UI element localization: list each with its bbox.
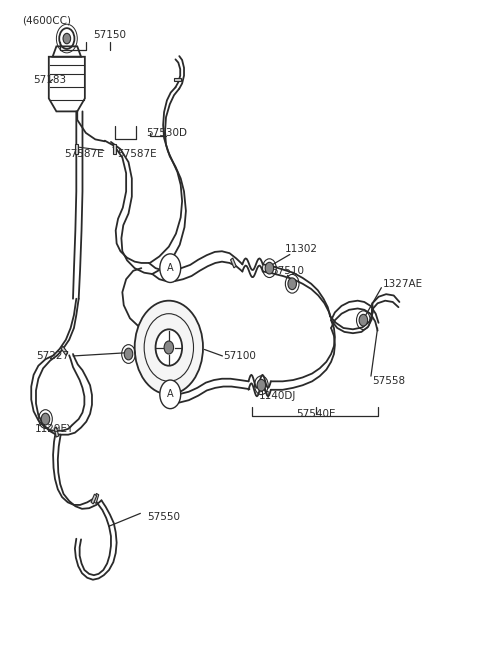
Text: 57150: 57150 bbox=[93, 30, 126, 40]
Text: A: A bbox=[167, 390, 174, 400]
Text: 57510: 57510 bbox=[271, 266, 304, 276]
Circle shape bbox=[124, 348, 133, 360]
Text: 57540E: 57540E bbox=[296, 409, 336, 419]
Circle shape bbox=[359, 314, 368, 326]
Text: (4600CC): (4600CC) bbox=[22, 16, 71, 26]
Circle shape bbox=[160, 254, 180, 283]
Circle shape bbox=[288, 278, 297, 289]
Polygon shape bbox=[113, 144, 116, 154]
Circle shape bbox=[63, 33, 71, 44]
Circle shape bbox=[41, 413, 50, 425]
Circle shape bbox=[164, 341, 174, 354]
Text: 57183: 57183 bbox=[34, 75, 67, 85]
Text: A: A bbox=[167, 263, 174, 273]
Text: 57227: 57227 bbox=[36, 351, 69, 361]
Text: 57558: 57558 bbox=[372, 377, 405, 386]
Polygon shape bbox=[61, 346, 68, 356]
Text: 57550: 57550 bbox=[147, 512, 180, 522]
Text: 1140DJ: 1140DJ bbox=[258, 391, 296, 401]
Text: 57587E: 57587E bbox=[64, 149, 104, 159]
Text: 1327AE: 1327AE bbox=[383, 279, 422, 289]
Circle shape bbox=[257, 379, 265, 391]
Polygon shape bbox=[230, 258, 236, 268]
Polygon shape bbox=[94, 493, 99, 503]
Circle shape bbox=[156, 329, 182, 366]
Text: 11302: 11302 bbox=[285, 244, 318, 255]
Circle shape bbox=[265, 262, 274, 274]
Circle shape bbox=[135, 300, 203, 394]
Polygon shape bbox=[91, 494, 96, 504]
Text: 57100: 57100 bbox=[223, 351, 256, 361]
Text: 57587E: 57587E bbox=[118, 149, 157, 159]
Text: 1129EY: 1129EY bbox=[35, 424, 74, 434]
Circle shape bbox=[160, 380, 180, 409]
Polygon shape bbox=[75, 144, 78, 154]
Polygon shape bbox=[174, 78, 181, 81]
Polygon shape bbox=[54, 427, 59, 437]
Text: 57530D: 57530D bbox=[146, 128, 187, 138]
